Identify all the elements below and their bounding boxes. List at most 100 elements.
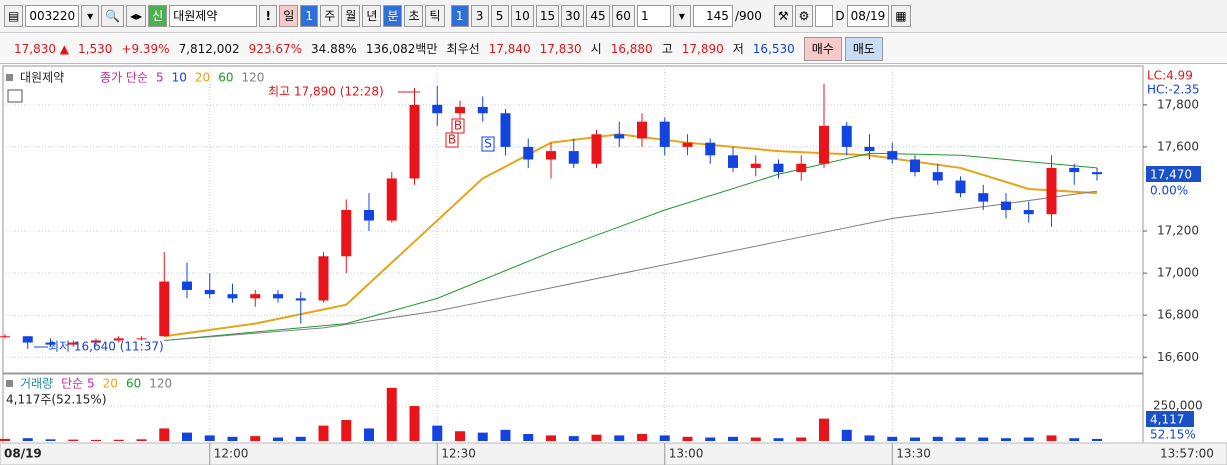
buy-button[interactable]: 매수 xyxy=(803,36,842,61)
candle-body xyxy=(386,178,397,221)
candle-body xyxy=(477,106,488,114)
search[interactable]: 🔍 xyxy=(101,5,125,27)
legend-item: 5 xyxy=(156,71,164,85)
volume-bar xyxy=(568,436,579,441)
code-input[interactable]: 003220 xyxy=(25,5,80,27)
candle-body xyxy=(682,142,693,147)
volume-bar xyxy=(1001,438,1011,441)
volume-legend-item: 단순 5 xyxy=(61,377,95,391)
period-button[interactable]: 1 xyxy=(300,5,319,27)
alert[interactable]: ! xyxy=(259,5,278,27)
volume-bar xyxy=(341,420,352,441)
candle-body xyxy=(68,342,79,345)
candle-body xyxy=(659,121,670,147)
info-item: 최우선 xyxy=(446,42,480,56)
period-button[interactable]: 월 xyxy=(341,5,361,27)
volume-current-pct: 52.15% xyxy=(1150,428,1196,442)
info-item: 17,830 ▲ xyxy=(14,41,70,56)
volume-bar xyxy=(591,434,602,441)
current-pct: 0.00% xyxy=(1150,184,1188,198)
legend-icon xyxy=(6,380,13,387)
signal-box xyxy=(481,136,495,152)
candle-body xyxy=(955,180,966,194)
info-item: 136,082백만 xyxy=(365,42,438,56)
checkbox[interactable] xyxy=(815,5,834,27)
name-input[interactable]: 대원제약 xyxy=(169,5,258,27)
info-item: 1,530 xyxy=(78,41,113,56)
volume-bar xyxy=(273,437,283,441)
info-item: 고 xyxy=(661,42,673,56)
candle-body xyxy=(91,340,101,343)
candle-body xyxy=(819,125,829,164)
tool[interactable]: ⚙ xyxy=(794,5,814,27)
volume-bar xyxy=(204,435,215,441)
count-input[interactable]: 145 xyxy=(692,5,733,27)
period-button[interactable]: 틱 xyxy=(425,5,445,27)
info-item: 34.88% xyxy=(311,41,357,56)
period-button[interactable]: 일 xyxy=(279,5,299,27)
candle-body xyxy=(409,104,420,179)
interval-button[interactable]: 15 xyxy=(535,5,560,27)
period-button[interactable]: 주 xyxy=(320,5,340,27)
volume-bar xyxy=(318,425,329,441)
period-button[interactable]: 년 xyxy=(362,5,382,27)
volume-legend-item: 20 xyxy=(103,377,118,391)
period-button[interactable]: 초 xyxy=(404,5,424,27)
candle-body xyxy=(1046,167,1057,215)
volume-bar xyxy=(455,431,465,441)
candle-body xyxy=(614,134,625,139)
candle-body xyxy=(227,294,238,299)
x-tick-label: 12:30 xyxy=(441,447,476,461)
interval-button[interactable]: 30 xyxy=(561,5,585,27)
candle-body xyxy=(750,163,761,168)
candle-body xyxy=(773,163,784,173)
sell-button[interactable]: 매도 xyxy=(844,36,883,61)
tool[interactable]: ⚒ xyxy=(773,5,793,27)
y-tick-label: 16,600 xyxy=(1157,350,1199,364)
candle-body xyxy=(45,342,56,345)
badge: 신 xyxy=(148,5,168,27)
info-item: 시 xyxy=(590,42,602,56)
interval-button[interactable]: 10 xyxy=(510,5,534,27)
candle-body xyxy=(978,193,989,202)
volume-bar xyxy=(546,435,556,441)
period-button[interactable]: 분 xyxy=(383,5,403,27)
y-tick-label: 17,800 xyxy=(1157,97,1199,111)
candle-body xyxy=(295,298,306,301)
candle-body xyxy=(204,289,215,295)
dropdown[interactable]: ▾ xyxy=(81,5,100,27)
candle-body xyxy=(159,281,170,337)
info-item: 17,840 xyxy=(488,41,531,56)
volume-bar xyxy=(364,428,374,441)
candle-body xyxy=(318,256,329,301)
dropdown[interactable]: ▾ xyxy=(672,5,691,27)
lc-label: LC:4.99 xyxy=(1147,69,1193,83)
volume-legend-item: 거래량 xyxy=(20,377,53,391)
unit-input[interactable]: 1 xyxy=(636,5,671,27)
prev[interactable]: ◂▸ xyxy=(126,5,147,27)
check-label: D xyxy=(835,9,845,23)
candle-body xyxy=(273,294,283,299)
info-item: 저 xyxy=(732,42,744,56)
volume-legend-item: 120 xyxy=(149,377,172,391)
volume-bar xyxy=(614,435,625,441)
volume-bar xyxy=(841,429,852,441)
volume-bar xyxy=(0,438,10,441)
menu-icon[interactable]: ▤ xyxy=(4,5,24,27)
interval-button[interactable]: 60 xyxy=(611,5,635,27)
calendar[interactable]: ▦ xyxy=(891,5,911,27)
signal-box xyxy=(451,118,465,134)
volume-bar xyxy=(978,437,989,441)
interval-button[interactable]: 5 xyxy=(490,5,509,27)
volume-bar xyxy=(796,437,807,441)
interval-button[interactable]: 3 xyxy=(470,5,489,27)
y-tick-label: 16,800 xyxy=(1157,308,1199,322)
date-input[interactable]: 08/19 xyxy=(846,5,890,27)
interval-button[interactable]: 1 xyxy=(450,5,469,27)
candle-body xyxy=(728,155,738,168)
interval-button[interactable]: 45 xyxy=(586,5,610,27)
volume-bar xyxy=(910,437,920,441)
info-item: 17,830 xyxy=(539,41,582,56)
